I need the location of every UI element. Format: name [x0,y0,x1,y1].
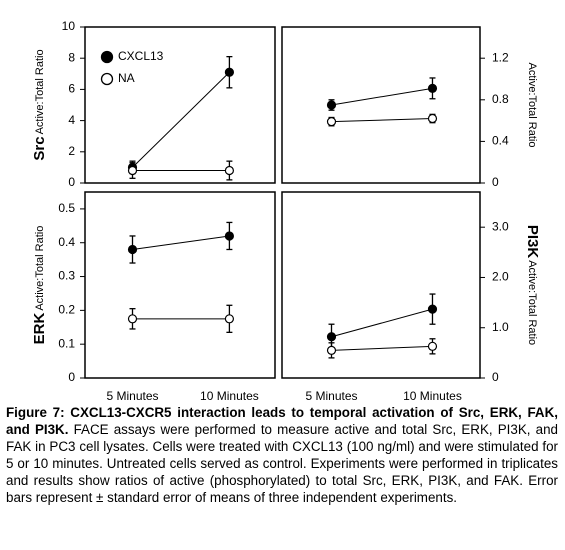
y-tick-label: 2.0 [492,270,509,284]
legend-marker [100,72,114,86]
y-axis-label-bold: Src [31,136,48,160]
y-axis-label: Src Active:Total Ratio [31,49,48,160]
plot-frame [281,191,481,379]
y-axis-label-text: Active:Total Ratio [34,226,46,311]
y-tick-label: 0 [492,175,499,189]
y-axis-label-text: Active:Total Ratio [526,260,538,345]
data-point [127,244,138,255]
y-axis-label-bold: PI3K [524,225,541,259]
y-tick-label: 2 [68,144,75,158]
y-tick-label: 1.0 [492,320,509,334]
series-line [331,308,433,338]
y-tick-label: 1.2 [492,50,509,64]
data-point [326,117,337,127]
y-axis-label: ERKActive:Total Ratio [31,226,48,345]
figure: 0 2 4 6 8 10 Src Active:Total Ratio CXCL13 NA 0 0.4… [31,19,541,400]
y-tick-label: 0 [68,370,75,384]
y-tick-label: 0 [492,370,499,384]
y-tick-label: 0.8 [492,92,509,106]
y-tick-label: 0.4 [58,235,75,249]
y-tick-label: 0.1 [58,336,75,350]
y-tick-label: 0.5 [58,201,75,215]
legend-label: NA [118,71,135,85]
y-tick-label: 6 [68,82,75,96]
series-line [132,235,230,250]
y-tick-label: 0.2 [58,303,75,317]
series-line [331,118,433,123]
y-axis-label: Active:Total Ratio [526,63,538,148]
y-axis-label-bold: ERK [31,312,48,344]
data-point [224,314,234,324]
legend-label: CXCL13 [118,49,164,63]
data-point [127,314,138,324]
plot-frame [84,26,276,184]
data-point [224,67,234,77]
data-point [427,341,438,351]
caption-label: Figure 7: CXCL13-CXCR5 interaction leads… [6,405,558,437]
data-point [326,332,337,342]
y-axis-label: PI3KActive:Total Ratio [524,225,541,345]
y-tick-label: 10 [62,19,76,33]
y-tick-label: 8 [68,50,75,64]
y-tick-label: 0.4 [492,134,509,148]
x-tick-label: 5 Minutes [106,389,158,400]
data-point [326,345,337,355]
caption-text: FACE assays were performed to measure ac… [6,422,558,505]
x-tick-label: 5 Minutes [305,389,357,400]
series-line [331,345,433,351]
series-line [132,71,230,168]
y-tick-label: 0 [68,175,75,189]
data-point [427,304,438,314]
y-axis-label-text: Active:Total Ratio [526,63,538,148]
x-tick-label: 10 Minutes [200,389,259,400]
plot-frame [84,191,276,379]
x-tick-label: 10 Minutes [403,389,462,400]
data-point [127,165,138,176]
y-tick-label: 0.3 [58,269,75,283]
plot-frame [281,26,481,184]
series-line [331,87,433,106]
data-point [427,113,438,124]
legend-marker [100,50,114,64]
y-tick-label: 3.0 [492,219,509,233]
data-point [224,231,234,241]
y-axis-label-text: Active:Total Ratio [34,49,46,134]
data-point [224,165,234,176]
y-tick-label: 4 [68,113,75,127]
data-point [427,83,438,93]
caption: Figure 7: CXCL13-CXCR5 interaction leads… [6,404,558,506]
data-point [326,100,337,110]
